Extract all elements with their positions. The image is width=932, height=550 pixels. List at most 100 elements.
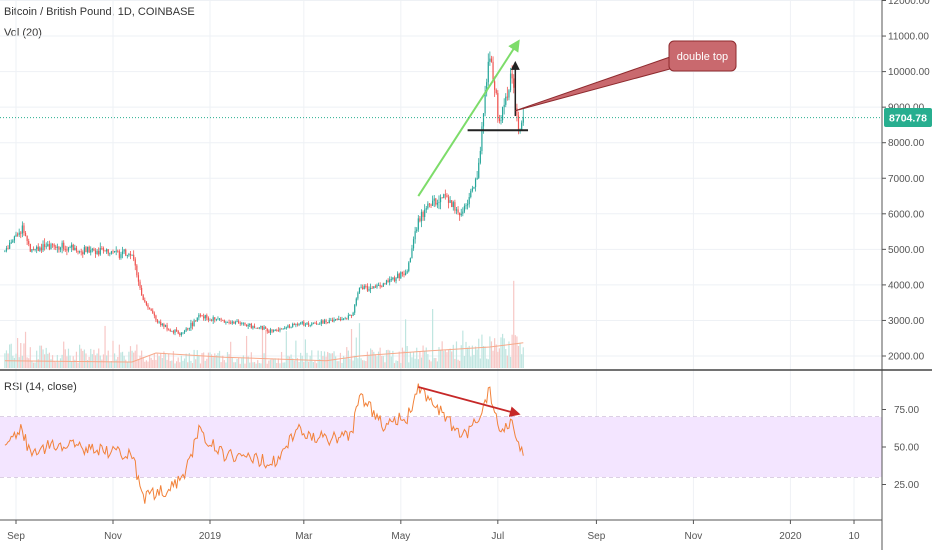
volume-bar	[465, 341, 467, 368]
candle-body	[39, 247, 41, 251]
candle-body	[486, 82, 488, 93]
candle-body	[217, 318, 219, 320]
volume-bar	[88, 356, 90, 368]
double-top-callout[interactable]: double top	[668, 40, 737, 72]
candle-body	[107, 249, 109, 254]
candle-body	[94, 250, 97, 254]
candle-body	[438, 202, 440, 203]
candle-body	[163, 323, 165, 327]
volume-bar	[320, 351, 322, 368]
candle-body	[300, 323, 302, 325]
volume-bar	[210, 354, 213, 368]
volume-bar	[241, 357, 243, 368]
volume-bar	[218, 350, 221, 368]
volume-bar	[250, 352, 252, 368]
candle-body	[255, 327, 257, 329]
candle-body	[160, 321, 162, 326]
candle-body	[408, 262, 410, 272]
volume-bar	[347, 350, 349, 368]
candle-body	[478, 162, 480, 178]
candle-body	[325, 320, 327, 323]
candle-body	[59, 247, 62, 250]
time-tick-label: 2019	[199, 531, 222, 542]
volume-bar	[514, 335, 516, 368]
volume-bar	[171, 360, 173, 368]
volume-bar	[53, 360, 55, 368]
volume-bar	[113, 353, 116, 368]
candle-body	[91, 248, 93, 251]
volume-bar	[104, 325, 106, 368]
candle-body	[419, 218, 421, 222]
candle-body	[376, 285, 378, 288]
volume-bar	[193, 349, 195, 368]
volume-bar	[145, 360, 147, 368]
candle-body	[195, 320, 197, 322]
candles	[4, 51, 524, 337]
candle-body	[126, 255, 128, 257]
volume-bar	[45, 347, 47, 368]
candle-body	[199, 314, 202, 316]
candle-body	[358, 287, 361, 293]
candle-body	[206, 315, 208, 318]
candle-body	[311, 323, 313, 326]
volume-bar	[296, 358, 299, 368]
volume-bar	[303, 361, 305, 368]
volume-bar	[511, 334, 513, 368]
candle-body	[10, 242, 12, 244]
candle-body	[265, 327, 267, 329]
volume-bar	[58, 362, 60, 368]
volume-bar	[412, 352, 415, 368]
last-price-badge: 8704.78	[884, 108, 932, 127]
candle-body	[373, 286, 375, 289]
candle-body	[317, 323, 319, 325]
candle-body	[271, 329, 273, 332]
candle-body	[331, 319, 334, 322]
candle-body	[185, 328, 187, 331]
volume-bar	[163, 351, 165, 368]
candle-body	[214, 317, 216, 320]
volume-bar	[55, 362, 57, 368]
candle-body	[193, 320, 195, 327]
time-tick-label: Mar	[295, 531, 313, 542]
candle-body	[50, 244, 52, 250]
candle-body	[392, 277, 394, 280]
candle-body	[226, 322, 229, 323]
candle-body	[516, 108, 518, 116]
volume-bar	[172, 351, 175, 368]
volume-bar	[247, 356, 249, 368]
candle-body	[428, 203, 431, 205]
volume-bar	[279, 363, 281, 368]
volume-bar	[83, 349, 85, 368]
candle-body	[460, 213, 462, 216]
candle-body	[368, 289, 370, 291]
volume-bar	[484, 346, 486, 368]
volume-bar	[398, 351, 400, 368]
volume-bar	[444, 349, 446, 368]
candle-body	[339, 318, 341, 321]
volume-bar	[389, 350, 391, 368]
candle-body	[134, 259, 136, 266]
volume-bar	[102, 354, 105, 368]
volume-bar	[478, 338, 480, 368]
volume-bar	[156, 353, 159, 368]
volume-bar	[441, 341, 443, 368]
volume-bar	[134, 350, 136, 368]
candle-body	[79, 251, 81, 253]
candle-body	[183, 330, 186, 333]
volume-bar	[268, 360, 270, 368]
candle-body	[109, 253, 111, 255]
volume-bar	[322, 356, 324, 368]
candle-body	[98, 250, 100, 255]
candle-body	[430, 204, 432, 206]
volume-bar	[277, 358, 279, 368]
volume-bar	[414, 358, 416, 368]
volume-bar	[214, 353, 216, 368]
volume-bar	[118, 344, 120, 368]
volume-bar	[107, 350, 109, 368]
candle-body	[280, 328, 283, 330]
candle-body	[155, 315, 157, 321]
volume-bar	[263, 353, 265, 368]
candle-body	[435, 198, 437, 205]
candle-body	[188, 328, 190, 329]
